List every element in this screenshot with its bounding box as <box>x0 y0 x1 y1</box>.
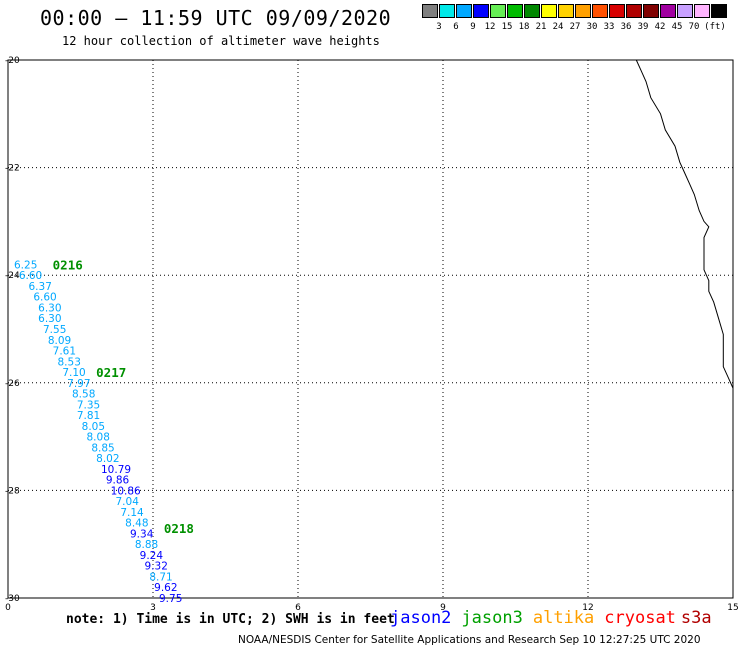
wave-height-label: 7.81 <box>77 410 100 422</box>
wave-height-label: 8.53 <box>58 356 81 368</box>
wave-height-label: 7.04 <box>116 496 140 508</box>
pass-time-label: 0216 <box>53 257 83 272</box>
wave-height-label: 8.85 <box>91 442 114 454</box>
legend-tick-label: 12 <box>484 22 496 32</box>
map-frame <box>7 59 734 599</box>
lon-tick-label: 15 <box>727 603 738 613</box>
wave-height-label: 8.88 <box>135 539 158 551</box>
legend-swatch <box>677 4 693 18</box>
legend-swatch <box>456 4 472 18</box>
wave-height-label: 7.35 <box>77 399 100 411</box>
legend-swatch <box>473 4 489 18</box>
legend-tick-label: 36 <box>620 22 632 32</box>
lon-tick-label: 3 <box>150 603 156 613</box>
wave-height-label: 8.09 <box>48 335 71 347</box>
legend-tick-label: 9 <box>470 22 476 32</box>
satellite-name-altika: altika <box>532 608 595 628</box>
wave-height-label: 10.79 <box>101 464 131 476</box>
wave-height-label: 9.86 <box>106 475 130 487</box>
legend-swatch <box>592 4 608 18</box>
legend-tick-label: 70 <box>688 22 700 32</box>
wave-height-label: 8.71 <box>149 571 172 583</box>
map-subtitle: 12 hour collection of altimeter wave hei… <box>62 34 380 48</box>
lat-tick-label: -22 <box>5 164 20 174</box>
wave-height-label: 9.75 <box>159 593 182 605</box>
legend-swatch <box>643 4 659 18</box>
legend-swatch <box>694 4 710 18</box>
legend-swatch <box>507 4 523 18</box>
legend-tick-label: 18 <box>518 22 530 32</box>
lat-tick-label: -20 <box>5 56 20 66</box>
legend-tick-label: 45 <box>671 22 683 32</box>
lon-tick-label: 6 <box>295 603 301 613</box>
wave-height-label: 6.30 <box>38 302 61 314</box>
pass-time-label: 0218 <box>164 521 194 536</box>
legend-tick-label: 27 <box>569 22 581 32</box>
legend-swatch <box>609 4 625 18</box>
wave-height-label: 9.24 <box>140 550 164 562</box>
footer-credit: NOAA/NESDIS Center for Satellite Applica… <box>238 634 701 646</box>
legend-tick-label: 15 <box>501 22 513 32</box>
legend-tick-label: 42 <box>654 22 666 32</box>
legend-tick-label: (ft) <box>704 22 726 32</box>
wave-height-label: 6.30 <box>38 313 61 325</box>
wave-height-label: 7.14 <box>120 507 144 519</box>
legend-tick-label: 21 <box>535 22 547 32</box>
wave-height-label: 8.02 <box>96 453 119 465</box>
legend-swatch <box>439 4 455 18</box>
legend-swatch <box>422 4 438 18</box>
wave-height-label: 8.48 <box>125 518 148 530</box>
legend-swatch <box>711 4 727 18</box>
units-note: note: 1) Time is in UTC; 2) SWH is in fe… <box>66 612 395 627</box>
satellite-name-jason2: jason2 <box>390 608 452 628</box>
wave-height-label: 6.37 <box>29 281 52 293</box>
legend-swatch <box>575 4 591 18</box>
legend-tick-label: 24 <box>552 22 564 32</box>
lat-tick-label: -24 <box>5 271 20 281</box>
wave-height-label: 9.62 <box>154 582 177 594</box>
lat-tick-label: -26 <box>5 379 20 389</box>
lat-tick-label: -28 <box>5 486 20 496</box>
legend-tick-label: 30 <box>586 22 598 32</box>
wave-height-label: 7.97 <box>67 378 90 390</box>
wave-height-label: 6.60 <box>33 292 56 304</box>
pass-time-label: 0217 <box>96 365 126 380</box>
legend-swatch <box>660 4 676 18</box>
legend-tick-label: 39 <box>637 22 649 32</box>
wave-height-label: 10.86 <box>111 485 141 497</box>
legend-swatch <box>524 4 540 18</box>
wave-height-label: 8.05 <box>82 421 105 433</box>
satellite-name-s3a: s3a <box>680 608 712 628</box>
wave-height-label: 9.34 <box>130 528 154 540</box>
map-title: 00:00 – 11:59 UTC 09/09/2020 <box>40 6 392 30</box>
wave-height-label: 7.61 <box>53 346 76 358</box>
legend-tick-label: 33 <box>603 22 615 32</box>
lon-tick-label: 0 <box>5 603 11 613</box>
legend-swatch <box>541 4 557 18</box>
coastline <box>635 59 734 399</box>
lon-tick-label: 9 <box>440 603 446 613</box>
legend-tick-label: 3 <box>436 22 442 32</box>
legend-swatch <box>490 4 506 18</box>
lon-tick-label: 12 <box>582 603 593 613</box>
wave-height-label: 7.10 <box>62 367 85 379</box>
satellite-name-cryosat: cryosat <box>604 608 676 628</box>
satellite-legend: jason2 jason3 altika cryosat s3a <box>390 608 712 628</box>
satellite-name-jason3: jason3 <box>461 608 523 628</box>
wave-height-label: 7.55 <box>43 324 66 336</box>
lat-tick-label: -30 <box>5 594 20 604</box>
legend-tick-label: 6 <box>453 22 459 32</box>
wave-height-label: 8.08 <box>87 432 110 444</box>
wave-height-label: 8.58 <box>72 389 95 401</box>
legend-swatch <box>558 4 574 18</box>
wave-height-color-legend: 3 6 9 12 15 18 21 24 27 30 33 36 39 42 45 70 (ft) <box>422 4 728 34</box>
wave-height-label: 6.60 <box>19 270 42 282</box>
wave-height-label: 6.25 <box>14 259 37 271</box>
legend-swatch <box>626 4 642 18</box>
wave-height-label: 9.32 <box>145 561 168 573</box>
